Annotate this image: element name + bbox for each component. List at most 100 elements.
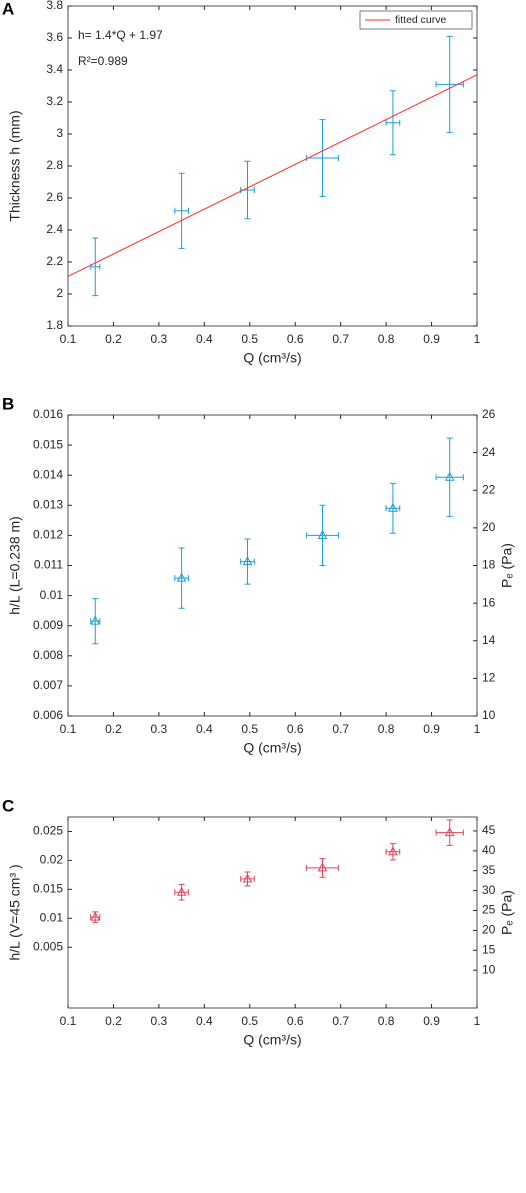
y-tick-label: 0.016 bbox=[33, 407, 63, 421]
x-tick-label: 0.6 bbox=[287, 332, 304, 346]
x-tick-label: 1 bbox=[474, 722, 481, 736]
x-tick-label: 0.9 bbox=[423, 1014, 440, 1028]
y-axis-label: h/L (L=0.238 m) bbox=[7, 516, 23, 615]
x-tick-label: 0.1 bbox=[60, 332, 77, 346]
x-error-bar bbox=[435, 829, 464, 836]
panel-label: B bbox=[2, 394, 14, 413]
x-tick-label: 0.1 bbox=[60, 1014, 77, 1028]
y2-tick-label: 18 bbox=[482, 558, 496, 572]
x-tick-label: 0.5 bbox=[241, 1014, 258, 1028]
y-axis-label: h/L (V=45 cm³ ) bbox=[7, 864, 23, 960]
y2-tick-label: 35 bbox=[482, 863, 496, 877]
y2-tick-label: 10 bbox=[482, 708, 496, 722]
x-error-bar bbox=[240, 875, 255, 882]
plot-frame bbox=[67, 414, 478, 717]
x-tick-label: 0.5 bbox=[241, 722, 258, 736]
x-error-bar bbox=[174, 889, 189, 896]
y-tick-label: 2 bbox=[56, 286, 63, 300]
y-tick-label: 0.015 bbox=[33, 437, 63, 451]
x-error-bar bbox=[385, 848, 401, 855]
x-tick-label: 0.7 bbox=[332, 332, 349, 346]
y-tick-label: 3.2 bbox=[46, 94, 63, 108]
x-tick-label: 0.9 bbox=[423, 332, 440, 346]
x-tick-label: 0.8 bbox=[378, 1014, 395, 1028]
x-tick-label: 0.2 bbox=[105, 722, 122, 736]
y2-axis-label: Pₑ (Pa) bbox=[499, 543, 515, 588]
marker bbox=[444, 471, 455, 481]
panel-label: A bbox=[2, 0, 14, 18]
x-axis-label: Q (cm³/s) bbox=[243, 1032, 301, 1048]
x-tick-label: 0.8 bbox=[378, 332, 395, 346]
y-tick-label: 0.009 bbox=[33, 618, 63, 632]
y2-axis-label: Pₑ (Pa) bbox=[499, 890, 515, 935]
y2-tick-label: 45 bbox=[482, 823, 496, 837]
x-tick-label: 0.1 bbox=[60, 722, 77, 736]
marker bbox=[444, 827, 455, 837]
plot-frame bbox=[67, 816, 478, 1009]
y-tick-label: 0.015 bbox=[33, 882, 63, 896]
x-error-bar bbox=[306, 864, 339, 871]
x-tick-label: 0.3 bbox=[151, 332, 168, 346]
y2-tick-label: 10 bbox=[482, 962, 496, 976]
y2-tick-label: 26 bbox=[482, 407, 496, 421]
x-error-bar bbox=[435, 81, 464, 88]
y-tick-label: 3 bbox=[56, 126, 63, 140]
y-tick-label: 0.008 bbox=[33, 648, 63, 662]
y2-tick-label: 24 bbox=[482, 445, 496, 459]
y2-tick-label: 16 bbox=[482, 595, 496, 609]
x-tick-label: 0.6 bbox=[287, 722, 304, 736]
x-tick-label: 0.6 bbox=[287, 1014, 304, 1028]
x-tick-label: 0.5 bbox=[241, 332, 258, 346]
x-tick-label: 0.4 bbox=[196, 332, 213, 346]
panel-label: C bbox=[2, 796, 14, 815]
x-tick-label: 0.4 bbox=[196, 722, 213, 736]
y2-tick-label: 15 bbox=[482, 942, 496, 956]
y2-tick-label: 20 bbox=[482, 923, 496, 937]
x-axis-label: Q (cm³/s) bbox=[243, 740, 301, 756]
y-tick-label: 2.2 bbox=[46, 254, 63, 268]
x-tick-label: 0.4 bbox=[196, 1014, 213, 1028]
x-tick-label: 0.3 bbox=[151, 722, 168, 736]
y-tick-label: 0.014 bbox=[33, 467, 63, 481]
y-tick-label: 1.8 bbox=[46, 318, 63, 332]
x-tick-label: 0.7 bbox=[332, 722, 349, 736]
marker bbox=[176, 886, 187, 896]
y-tick-label: 3.4 bbox=[46, 62, 63, 76]
y2-tick-label: 20 bbox=[482, 520, 496, 534]
annotation: R²=0.989 bbox=[78, 54, 128, 68]
x-error-bar bbox=[306, 155, 339, 161]
y-tick-label: 2.6 bbox=[46, 190, 63, 204]
x-tick-label: 1 bbox=[474, 332, 481, 346]
x-error-bar bbox=[174, 207, 189, 214]
y-tick-label: 0.007 bbox=[33, 678, 63, 692]
marker bbox=[388, 502, 398, 512]
y-tick-label: 3.8 bbox=[46, 0, 63, 12]
x-error-bar bbox=[435, 474, 464, 481]
marker bbox=[317, 862, 328, 872]
marker bbox=[388, 846, 398, 856]
y-tick-label: 2.8 bbox=[46, 158, 63, 172]
y-tick-label: 0.01 bbox=[40, 588, 64, 602]
x-error-bar bbox=[174, 575, 189, 582]
y2-tick-label: 12 bbox=[482, 671, 496, 685]
y-tick-label: 2.4 bbox=[46, 222, 63, 236]
y2-tick-label: 25 bbox=[482, 903, 496, 917]
marker bbox=[90, 615, 101, 625]
x-tick-label: 0.2 bbox=[105, 332, 122, 346]
marker bbox=[176, 572, 187, 582]
x-tick-label: 0.2 bbox=[105, 1014, 122, 1028]
y2-tick-label: 30 bbox=[482, 883, 496, 897]
x-error-bar bbox=[240, 558, 255, 565]
y-tick-label: 0.013 bbox=[33, 497, 63, 511]
x-tick-label: 0.3 bbox=[151, 1014, 168, 1028]
plot-frame bbox=[67, 5, 478, 327]
y-tick-label: 3.6 bbox=[46, 30, 63, 44]
y-tick-label: 0.005 bbox=[33, 939, 63, 953]
marker bbox=[317, 529, 328, 539]
legend-label: fitted curve bbox=[395, 14, 447, 26]
y-axis-label: Thickness h (mm) bbox=[7, 110, 23, 221]
y-tick-label: 0.01 bbox=[40, 910, 64, 924]
y2-tick-label: 14 bbox=[482, 633, 496, 647]
y2-tick-label: 22 bbox=[482, 482, 496, 496]
